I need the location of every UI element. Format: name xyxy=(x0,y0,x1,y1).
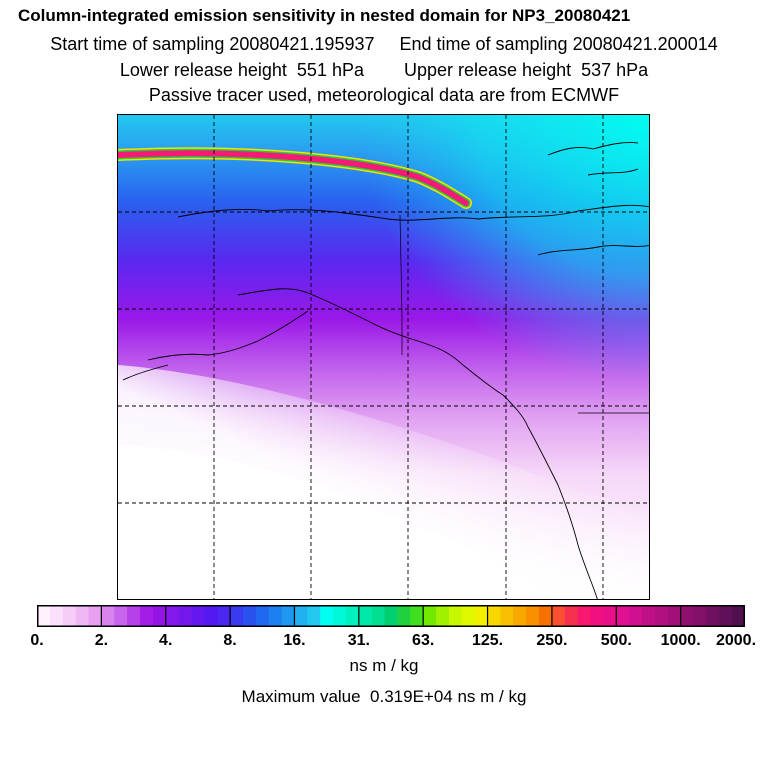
colorbar-swatch xyxy=(616,605,630,627)
colorbar-tick-label: 1000. xyxy=(660,632,701,649)
colorbar-tick-label: 0. xyxy=(30,632,44,649)
colorbar-tick-label: 31. xyxy=(347,632,370,649)
colorbar-swatch xyxy=(410,605,424,627)
colorbar-swatch xyxy=(384,605,399,627)
colorbar-swatch xyxy=(423,605,437,627)
colorbar-swatch xyxy=(474,605,489,627)
colorbar-swatch xyxy=(114,605,128,627)
lat-lon-grid xyxy=(118,115,649,599)
colorbar-tick-label: 4. xyxy=(159,632,173,649)
colorbar-swatch xyxy=(706,605,720,627)
colorbar-swatch xyxy=(667,605,682,627)
colorbar-swatch xyxy=(629,605,643,627)
colorbar-swatch xyxy=(371,605,386,627)
colorbar-tick-label: 500. xyxy=(600,632,632,649)
map-title: Column-integrated emission sensitivity i… xyxy=(18,6,631,25)
colorbar-swatch xyxy=(345,605,360,627)
colorbar-swatch xyxy=(178,605,193,627)
colorbar-tick-label: 250. xyxy=(536,632,568,649)
colorbar-swatch xyxy=(551,605,566,627)
colorbar-swatch xyxy=(320,605,334,627)
colorbar-swatch xyxy=(461,605,476,627)
colorbar-swatch xyxy=(564,605,579,627)
colorbar-tick-label: 125. xyxy=(471,632,504,649)
colorbar-swatch xyxy=(590,605,604,627)
colorbar-units: ns m / kg xyxy=(349,656,419,675)
colorbar-swatch xyxy=(281,605,296,627)
colorbar-swatch xyxy=(268,605,283,627)
colorbar-swatch xyxy=(436,605,450,627)
colorbar-swatch xyxy=(513,605,527,627)
colorbar-swatch xyxy=(191,605,205,627)
colorbar-tick-label: 2000. xyxy=(715,632,757,649)
colorbar-swatch xyxy=(242,605,257,627)
colorbar-swatch xyxy=(358,605,373,627)
colorbar-swatch xyxy=(307,605,321,627)
colorbar-swatch xyxy=(139,605,154,627)
tracer-info-line: Passive tracer used, meteorological data… xyxy=(148,85,620,105)
colorbar-swatch xyxy=(230,605,244,627)
colorbar-swatch xyxy=(603,605,617,627)
colorbar-swatch xyxy=(62,605,77,627)
colorbar-swatch xyxy=(255,605,270,627)
colorbar-swatch xyxy=(397,605,411,627)
colorbar-swatch xyxy=(539,605,553,627)
colorbar-swatch xyxy=(526,605,540,627)
colorbar-swatch xyxy=(152,605,167,627)
emission-sensitivity-map xyxy=(117,114,650,600)
colorbar-swatch xyxy=(448,605,463,627)
colorbar-swatch xyxy=(719,605,733,627)
colorbar-swatch xyxy=(732,605,745,627)
colorbar-swatch xyxy=(217,605,231,627)
colorbar-tick-label: 63. xyxy=(412,632,435,649)
colorbar-swatch xyxy=(101,605,115,627)
plume-core xyxy=(118,150,469,206)
colorbar-swatch xyxy=(500,605,514,627)
release-height-line: Lower release height 551 hPa Upper relea… xyxy=(119,60,649,80)
colorbar-swatch xyxy=(654,605,669,627)
colorbar-swatch xyxy=(642,605,656,627)
coastlines xyxy=(122,142,649,599)
colorbar-tick-label: 8. xyxy=(223,632,237,649)
colorbar-tick-label: 16. xyxy=(283,632,306,649)
zero-region xyxy=(118,445,556,599)
colorbar-swatch xyxy=(577,605,592,627)
colorbar-border xyxy=(37,605,745,627)
colorbar-swatch xyxy=(333,605,347,627)
colorbar-swatch xyxy=(165,605,180,627)
colorbar-swatch xyxy=(88,605,102,627)
colorbar xyxy=(37,605,745,627)
colorbar-swatch xyxy=(680,605,695,627)
sampling-time-line: Start time of sampling 20080421.195937 E… xyxy=(50,34,718,54)
colorbar-swatch xyxy=(127,605,141,627)
colorbar-tick-label: 2. xyxy=(94,632,109,649)
colorbar-swatch xyxy=(49,605,64,627)
colorbar-swatch xyxy=(75,605,90,627)
colorbar-swatch xyxy=(294,605,308,627)
maximum-value-label: Maximum value 0.319E+04 ns m / kg xyxy=(241,687,527,706)
colorbar-swatch xyxy=(37,605,51,627)
colorbar-swatch xyxy=(693,605,707,627)
colorbar-swatch xyxy=(487,605,502,627)
colorbar-swatch xyxy=(204,605,218,627)
